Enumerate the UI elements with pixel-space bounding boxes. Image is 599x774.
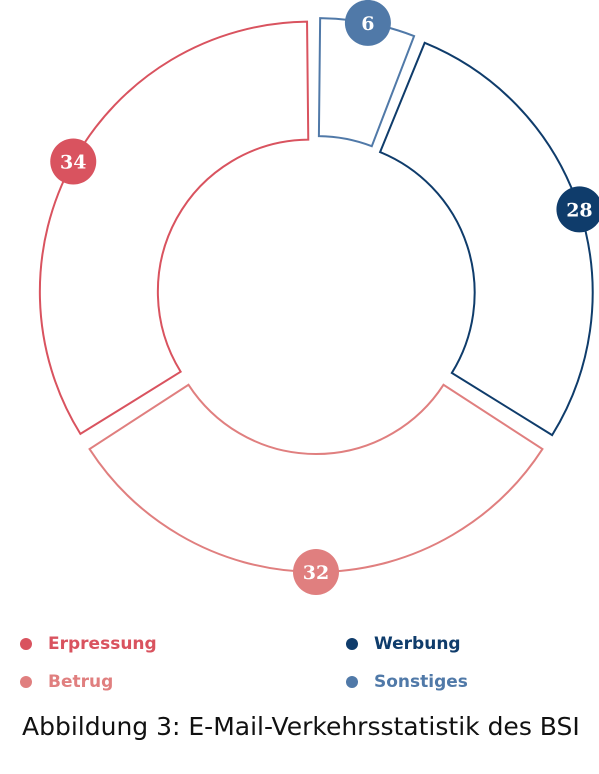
slice-werbung bbox=[378, 41, 594, 437]
legend-swatch-sonstiges bbox=[346, 676, 358, 688]
value-badge-erpressung bbox=[50, 138, 97, 185]
value-badge-werbung bbox=[556, 186, 599, 233]
legend-swatch-betrug bbox=[20, 676, 32, 688]
legend-swatch-erpressung bbox=[20, 638, 32, 650]
legend-item-sonstiges: Sonstiges bbox=[346, 670, 468, 694]
value-badge-betrug bbox=[293, 549, 339, 595]
legend-item-erpressung: Erpressung bbox=[20, 632, 157, 656]
figure-caption: Abbildung 3: E-Mail-Verkehrsstatistik de… bbox=[22, 712, 580, 741]
legend-label-werbung: Werbung bbox=[374, 634, 461, 654]
value-badge-sonstiges bbox=[344, 0, 391, 46]
slice-betrug bbox=[88, 383, 544, 573]
value-label-erpressung: 34 bbox=[60, 152, 86, 174]
legend-label-betrug: Betrug bbox=[48, 672, 114, 692]
legend: Erpressung Werbung Betrug Sonstiges bbox=[0, 620, 599, 710]
legend-label-erpressung: Erpressung bbox=[48, 634, 157, 654]
slice-erpressung bbox=[38, 20, 310, 436]
value-label-werbung: 28 bbox=[566, 199, 592, 221]
legend-swatch-werbung bbox=[346, 638, 358, 650]
legend-item-betrug: Betrug bbox=[20, 670, 113, 694]
donut-chart: 6 28 32 34 bbox=[38, 0, 599, 595]
legend-item-werbung: Werbung bbox=[346, 632, 461, 656]
legend-label-sonstiges: Sonstiges bbox=[374, 672, 468, 692]
value-label-sonstiges: 6 bbox=[361, 13, 374, 35]
value-label-betrug: 32 bbox=[303, 562, 329, 584]
